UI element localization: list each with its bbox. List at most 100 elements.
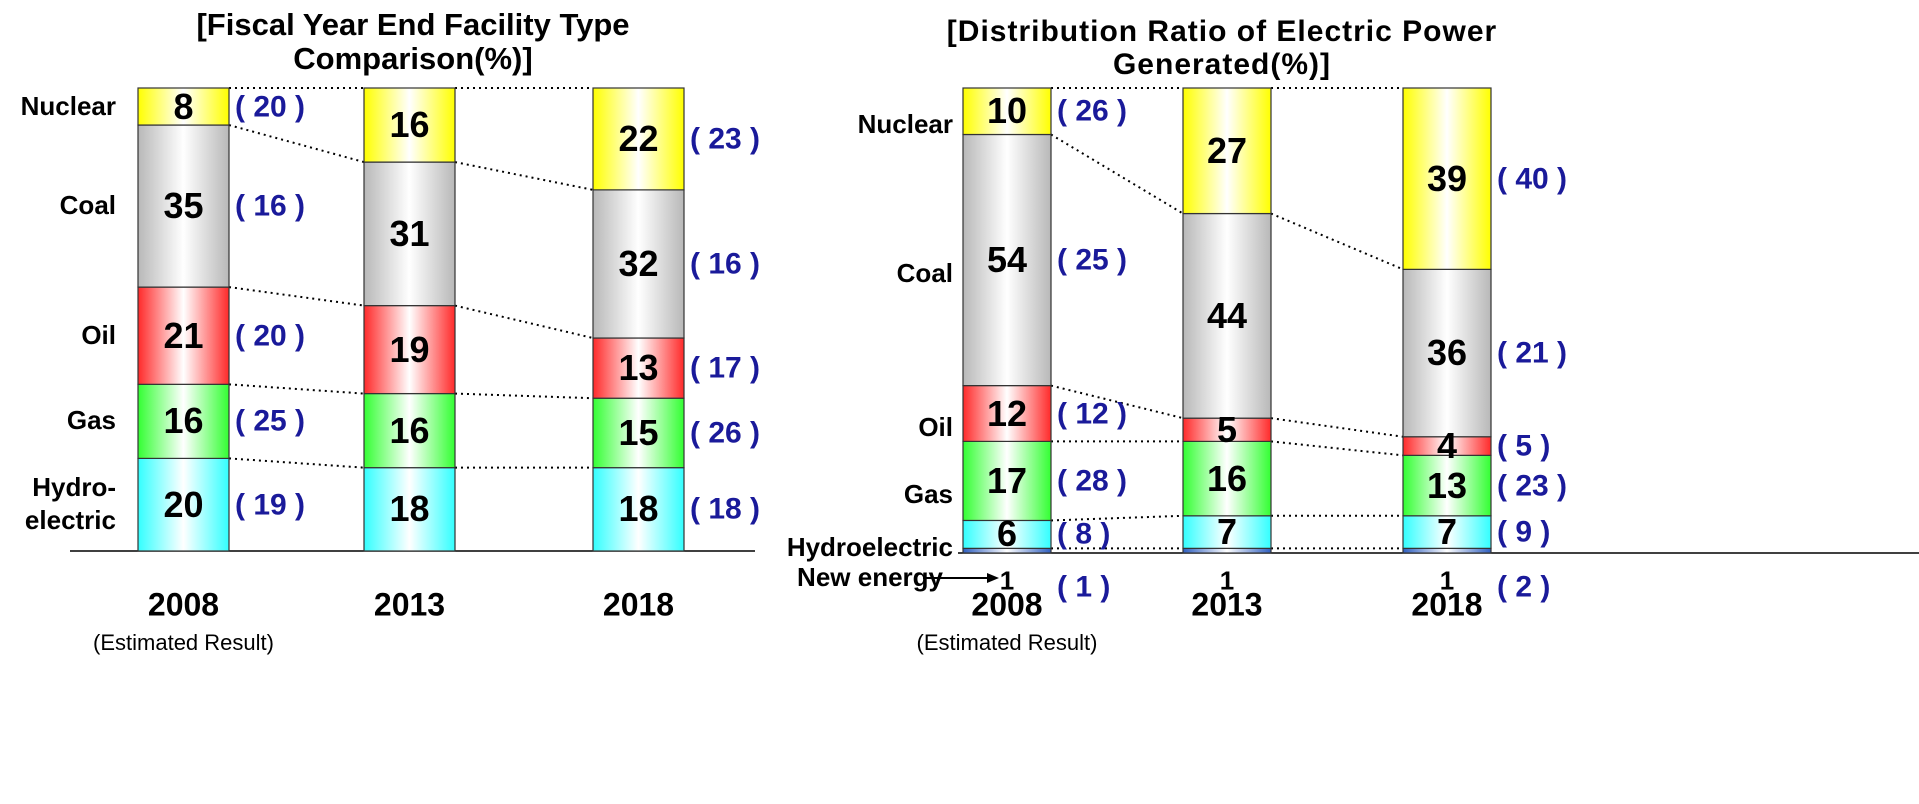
- x-tick-label: 2008: [147, 586, 220, 623]
- legend-label: Hydro-electric: [24, 471, 116, 536]
- x-tick-label: 2013: [373, 586, 446, 623]
- bar-segment: [962, 440, 1052, 522]
- chart-title: [Distribution Ratio of Electric Power Ge…: [946, 15, 1498, 81]
- value-label: 18: [618, 488, 659, 530]
- value-label: 1: [999, 565, 1015, 596]
- value-label: 20: [163, 483, 204, 525]
- bracket-label: ( 20 ): [235, 90, 306, 124]
- connector: [454, 304, 594, 339]
- value-label: 1: [1219, 565, 1235, 596]
- value-label: 39: [1426, 157, 1468, 199]
- x-tick-label: 2018: [602, 586, 675, 623]
- value-label: 7: [1216, 511, 1238, 553]
- value-label: 27: [1206, 129, 1248, 171]
- value-label: 54: [986, 239, 1028, 281]
- value-label: 8: [173, 85, 194, 127]
- bar-segment: [137, 87, 230, 126]
- x-tick-label: 2008: [971, 586, 1043, 623]
- bracket-label: ( 19 ): [235, 488, 306, 522]
- bracket-label: ( 26 ): [1057, 94, 1128, 128]
- legend-label: Nuclear: [20, 90, 116, 121]
- bar-segment: [363, 467, 456, 552]
- bar-segment: [592, 337, 685, 399]
- value-label: 32: [618, 243, 659, 285]
- legend-label: Gas: [66, 405, 116, 436]
- connector: [228, 383, 365, 395]
- connector: [1050, 133, 1184, 215]
- bar-segment: [592, 87, 685, 191]
- bracket-label: ( 21 ): [1497, 336, 1568, 370]
- bar-segment: [363, 305, 456, 395]
- value-label: 31: [389, 213, 430, 255]
- legend-label: Oil: [918, 411, 953, 442]
- bracket-label: ( 2 ): [1497, 570, 1551, 604]
- bar-segment: [363, 87, 456, 163]
- value-label: 18: [389, 488, 430, 530]
- bracket-label: ( 18 ): [690, 492, 761, 526]
- legend-label: Oil: [81, 319, 116, 350]
- bar-segment: [1182, 515, 1272, 549]
- value-label: 5: [1216, 408, 1238, 450]
- value-label: 44: [1206, 295, 1248, 337]
- bar-segment: [137, 124, 230, 288]
- connector: [454, 161, 594, 191]
- bracket-label: ( 1 ): [1057, 570, 1111, 604]
- connector: [1270, 417, 1404, 438]
- value-label: 15: [618, 412, 659, 454]
- bracket-label: ( 5 ): [1497, 429, 1551, 463]
- bar-segment: [592, 397, 685, 469]
- category-note: (Estimated Result): [93, 629, 274, 655]
- connector: [228, 457, 365, 469]
- bar-segment: [137, 286, 230, 385]
- value-label: 10: [986, 90, 1028, 132]
- value-label: 13: [618, 347, 659, 389]
- value-label: 16: [389, 409, 430, 451]
- bar-segment: [1182, 212, 1272, 419]
- bracket-label: ( 28 ): [1057, 464, 1128, 498]
- bar-segment: [1402, 87, 1492, 270]
- legend-label: Nuclear: [857, 109, 953, 140]
- value-label: 16: [1206, 457, 1248, 499]
- value-label: 4: [1436, 425, 1458, 467]
- bar-segment: [962, 133, 1052, 387]
- value-label: 1: [1439, 565, 1455, 596]
- value-label: 12: [986, 392, 1028, 434]
- value-label: 16: [389, 104, 430, 146]
- legend-arrow-head: [987, 573, 999, 583]
- bracket-label: ( 20 ): [235, 319, 306, 353]
- legend-label: Hydroelectric: [786, 532, 953, 563]
- bar-segment: [962, 87, 1052, 136]
- connector: [228, 286, 365, 307]
- bar-segment: [1402, 268, 1492, 438]
- bracket-label: ( 25 ): [235, 404, 306, 438]
- bar-segment: [137, 457, 230, 552]
- connector: [228, 124, 365, 164]
- legend-label: Gas: [903, 479, 953, 510]
- bar-segment: [1182, 87, 1272, 215]
- value-label: 22: [618, 118, 659, 160]
- bracket-label: ( 23 ): [690, 122, 761, 156]
- x-tick-label: 2018: [1411, 586, 1483, 623]
- bracket-label: ( 17 ): [690, 351, 761, 385]
- bracket-label: ( 16 ): [690, 247, 761, 281]
- category-note: (Estimated Result): [916, 629, 1098, 655]
- bracket-label: ( 9 ): [1497, 515, 1551, 549]
- value-label: 7: [1436, 511, 1458, 553]
- bar-segment: [363, 392, 456, 469]
- legend-label: Coal: [59, 190, 116, 221]
- legend-label: Coal: [896, 258, 953, 289]
- bracket-label: ( 40 ): [1497, 162, 1568, 196]
- value-label: 21: [163, 314, 204, 356]
- connector: [454, 392, 594, 400]
- connector: [1270, 212, 1404, 271]
- connector: [1050, 384, 1184, 420]
- bracket-label: ( 26 ): [690, 416, 761, 450]
- value-label: 17: [986, 460, 1028, 502]
- connector: [1050, 514, 1184, 522]
- bar-segment: [363, 161, 456, 307]
- value-label: 16: [163, 400, 204, 442]
- bracket-label: ( 23 ): [1497, 469, 1568, 503]
- bar-segment: [962, 519, 1052, 549]
